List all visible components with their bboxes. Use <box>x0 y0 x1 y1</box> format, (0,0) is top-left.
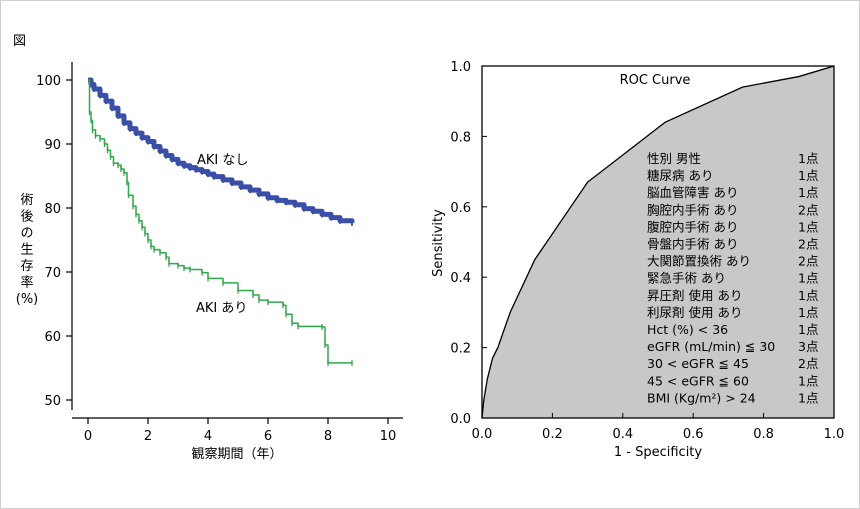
km-y-tick-label: 100 <box>36 74 61 89</box>
km-y-tick-label: 60 <box>44 330 61 345</box>
km-x-tick-label: 0 <box>84 429 92 444</box>
km-y-tick-label: 70 <box>44 266 61 281</box>
km-x-axis-label: 観察期間（年） <box>191 447 282 462</box>
km-x-tick-label: 4 <box>204 429 212 444</box>
km-y-axis-label-char: 率 <box>20 275 33 291</box>
km-y-axis-label-char: 術 <box>20 193 33 208</box>
km-annotation-aki: AKI あり <box>196 301 247 316</box>
figure-label: 図 <box>13 34 27 49</box>
km-x-tick-label: 10 <box>380 429 397 444</box>
km-y-axis-label-char: 生 <box>20 243 33 258</box>
km-y-tick-label: 50 <box>44 394 61 409</box>
km-y-tick-label: 80 <box>44 202 61 217</box>
km-y-axis-label-char: の <box>20 226 33 241</box>
km-series-group <box>88 77 355 366</box>
km-y-axis-label-char: 存 <box>20 259 33 274</box>
km-annotation-no-aki: AKI なし <box>197 153 248 168</box>
km-x-tick-label: 8 <box>324 429 332 444</box>
km-y-axis-label-char: 後 <box>20 210 33 225</box>
km-x-tick-label: 2 <box>144 429 152 444</box>
km-series-line <box>88 77 355 224</box>
km-y-tick-label: 90 <box>44 138 61 153</box>
km-y-axis-label-char: (%) <box>16 292 39 307</box>
km-x-tick-label: 6 <box>264 429 272 444</box>
km-axes: 50 60 70 80 90 100 0 2 4 6 8 10 <box>36 62 403 444</box>
